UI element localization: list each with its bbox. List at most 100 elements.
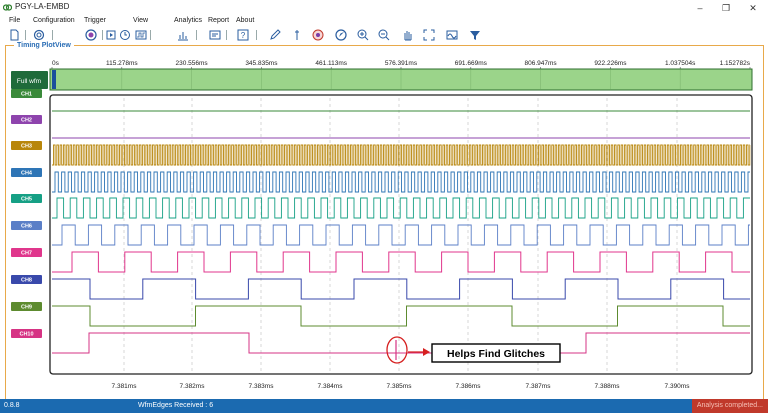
channel-label-ch8[interactable]: CH8 (11, 275, 42, 284)
waveform-ch6-trace (52, 224, 750, 246)
bottom-ruler-tick-label: 7.382ms (180, 383, 206, 390)
bottom-time-ruler: 7.381ms 7.382ms 7.383ms 7.384ms 7.385ms 7.386… (112, 383, 691, 390)
waveform-ch7-trace (52, 251, 750, 273)
waveforms (52, 110, 751, 354)
maximize-button[interactable]: ❐ (721, 3, 731, 13)
app-logo-icon (3, 4, 12, 11)
channel-label-ch4[interactable]: CH4 (11, 168, 42, 177)
channel-badge (11, 248, 42, 257)
channel-name: CH4 (21, 171, 33, 177)
menu-file[interactable]: File (9, 17, 21, 24)
target-icon[interactable] (311, 28, 325, 42)
menu-report[interactable]: Report (208, 17, 230, 24)
top-ruler-tick-label: 576.391ms (385, 60, 418, 67)
overview-cursor[interactable] (52, 70, 56, 89)
bottom-ruler-tick-label: 7.384ms (318, 383, 344, 390)
annotation-arrow-head (423, 348, 430, 356)
bottom-ruler-tick-label: 7.385ms (387, 383, 413, 390)
edit-icon[interactable] (268, 28, 282, 42)
waveform-ch10-trace (52, 332, 750, 354)
bottom-ruler-tick-label: 7.390ms (665, 383, 691, 390)
channel-name: CH3 (21, 144, 32, 150)
channel-name: CH2 (21, 118, 32, 124)
channel-name: CH7 (21, 251, 32, 257)
menu-about[interactable]: About (236, 17, 255, 24)
help-icon[interactable]: ? (236, 28, 250, 42)
hand-icon[interactable] (400, 28, 414, 42)
zoom-out-icon[interactable] (377, 28, 391, 42)
overview-grid (121, 70, 681, 89)
fit-icon[interactable] (422, 28, 436, 42)
channel-badge (11, 194, 42, 203)
toolbar: ? (0, 27, 768, 43)
menu-configuration[interactable]: Configuration (33, 17, 75, 24)
wave-icon[interactable] (445, 28, 459, 42)
bottom-ruler-tick-label: 7.381ms (112, 383, 138, 390)
compass-icon[interactable] (334, 28, 348, 42)
annotation-text: Helps Find Glitches (447, 348, 545, 360)
timing-plot-panel: Timing PlotView 0s 115.278ms 230.556ms 345.… (5, 42, 764, 403)
menu-analytics[interactable]: Analytics (174, 17, 203, 24)
waveform-ch3-trace (52, 144, 751, 166)
top-ruler-tick-label: 461.113ms (315, 60, 347, 67)
toolbar-separator (102, 30, 103, 40)
open-icon[interactable] (32, 28, 46, 42)
menu-trigger[interactable]: Trigger (84, 17, 106, 24)
channel-label-ch10[interactable]: CH10 (11, 329, 42, 338)
top-time-ruler: 0s 115.278ms 230.556ms 345.835ms 461.113ms 57… (51, 60, 751, 69)
chart-icon[interactable] (176, 28, 190, 42)
bottom-ruler-tick-label: 7.388ms (595, 383, 621, 390)
waveform-ch9-trace (52, 305, 750, 327)
settings-icon[interactable] (208, 28, 222, 42)
toolbar-separator (150, 30, 151, 40)
channel-label-ch7[interactable]: CH7 (11, 248, 42, 257)
annotation-box (431, 343, 561, 363)
top-ruler-tick-label: 115.278ms (106, 60, 138, 67)
toolbar-separator (226, 30, 227, 40)
toolbar-separator (256, 30, 257, 40)
channel-label-ch5[interactable]: CH5 (11, 194, 42, 203)
menu-view[interactable]: View (133, 17, 149, 24)
waveform-ch4-trace (52, 171, 750, 193)
toolbar-separator (52, 30, 53, 40)
waveform-ch7 (52, 251, 750, 273)
play-icon[interactable] (104, 28, 118, 42)
timing-plot[interactable]: 0s 115.278ms 230.556ms 345.835ms 461.113ms 57… (6, 46, 763, 402)
channel-badge (11, 168, 42, 177)
channel-name: CH10 (19, 332, 33, 338)
waveform-icon[interactable] (134, 28, 148, 42)
record-icon[interactable] (84, 28, 98, 42)
channel-label-ch6[interactable]: CH6 (11, 221, 42, 230)
channel-badge (11, 221, 42, 230)
waveform-area[interactable] (49, 94, 753, 375)
top-ruler-tick-label: 230.556ms (176, 60, 209, 67)
channel-name: CH1 (21, 92, 32, 98)
filter-icon[interactable] (468, 28, 482, 42)
channel-label-ch2[interactable]: CH2 (11, 115, 42, 124)
channel-label-ch9[interactable]: CH9 (11, 302, 42, 311)
top-ruler-tick-label: 806.947ms (525, 60, 558, 67)
channel-badge (11, 329, 42, 338)
waveform-ch8 (52, 278, 750, 300)
timer-icon[interactable] (118, 28, 132, 42)
channel-label-ch3[interactable]: CH3 (11, 141, 42, 150)
channel-badge (11, 141, 42, 150)
minimize-button[interactable]: – (697, 3, 703, 13)
window-title: PGY-LA-EMBD (15, 2, 70, 11)
bottom-ruler-tick-label: 7.386ms (456, 383, 482, 390)
toolbar-separator (196, 30, 197, 40)
marker-icon[interactable] (290, 28, 304, 42)
full-wfm-label: Full wfm (17, 78, 41, 85)
toolbar-separator (25, 30, 26, 40)
top-ruler-tick-label: 1.037504s (665, 60, 696, 67)
channel-label-ch1[interactable]: CH1 (11, 89, 42, 98)
close-button[interactable]: ✕ (749, 3, 757, 13)
zoom-in-icon[interactable] (356, 28, 370, 42)
top-ruler-tick-label: 345.835ms (245, 60, 278, 67)
channel-badge (11, 275, 42, 284)
channel-name: CH6 (21, 224, 32, 230)
channel-badge (11, 89, 42, 98)
new-file-icon[interactable] (7, 28, 21, 42)
waveform-ch8-trace (52, 278, 750, 300)
waveform-ch3 (52, 144, 751, 166)
